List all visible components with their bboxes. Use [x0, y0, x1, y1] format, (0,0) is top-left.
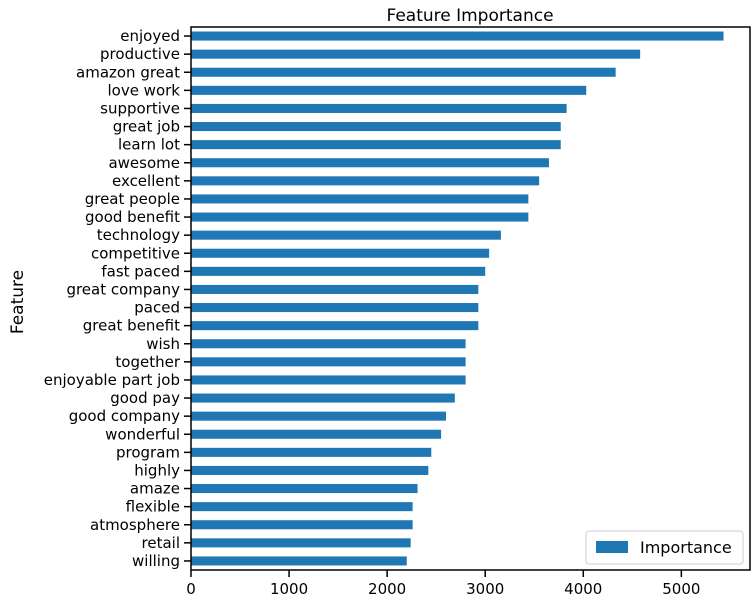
- legend-box: [585, 530, 744, 565]
- y-tick-label: program: [116, 443, 180, 461]
- legend-swatch: [596, 541, 628, 553]
- bar-flexible: [191, 502, 413, 512]
- bar-amazon-great: [191, 67, 616, 77]
- y-tick-label: great company: [66, 280, 180, 298]
- bar-great-people: [191, 194, 529, 204]
- bar-enjoyable-part-job: [191, 375, 466, 385]
- y-tick-label: enjoyable part job: [44, 371, 180, 389]
- x-axis: 0 1000 2000 3000 4000 5000: [186, 570, 700, 598]
- y-tick-label: highly: [134, 461, 180, 479]
- bar-atmosphere: [191, 520, 413, 530]
- y-tick-label: flexible: [126, 498, 180, 516]
- bar-learn-lot: [191, 140, 561, 150]
- y-tick-label: retail: [142, 534, 180, 552]
- y-tick-label: good pay: [110, 389, 180, 407]
- bar-enjoyed: [191, 31, 724, 41]
- bar-wonderful: [191, 429, 442, 439]
- x-tick-label: 3000: [466, 580, 504, 598]
- chart-title: Feature Importance: [386, 6, 553, 26]
- y-axis-label: Feature: [8, 270, 28, 334]
- legend-label: Importance: [640, 538, 732, 557]
- bar-awesome: [191, 158, 549, 168]
- y-tick-label: paced: [134, 299, 180, 317]
- y-tick-label: great job: [113, 118, 180, 136]
- bar-great-company: [191, 284, 479, 294]
- y-tick-label: enjoyed: [120, 27, 180, 45]
- bar-amaze: [191, 484, 418, 494]
- y-tick-label: good benefit: [85, 208, 180, 226]
- bar-technology: [191, 230, 501, 240]
- y-tick-label: productive: [100, 45, 180, 63]
- bar-highly: [191, 465, 429, 475]
- y-tick-label: competitive: [91, 244, 180, 262]
- y-tick-label: great people: [85, 190, 180, 208]
- bar-good-pay: [191, 393, 455, 403]
- y-tick-label: wish: [146, 335, 180, 353]
- bar-program: [191, 447, 432, 457]
- bar-together: [191, 357, 466, 367]
- y-tick-label: amazon great: [76, 63, 180, 81]
- bar-paced: [191, 303, 479, 313]
- x-tick-label: 1000: [270, 580, 308, 598]
- y-tick-label: technology: [97, 226, 180, 244]
- bar-great-benefit: [191, 321, 479, 331]
- bars-group: [191, 31, 724, 566]
- bar-excellent: [191, 176, 540, 186]
- y-tick-label: atmosphere: [90, 516, 180, 534]
- bar-great-job: [191, 122, 561, 132]
- y-tick-label: fast paced: [101, 262, 180, 280]
- x-tick-label: 0: [186, 580, 196, 598]
- y-tick-label: amaze: [130, 480, 180, 498]
- x-tick-label: 4000: [564, 580, 602, 598]
- y-tick-label: awesome: [108, 154, 180, 172]
- bar-wish: [191, 339, 466, 349]
- bar-competitive: [191, 248, 490, 258]
- y-tick-label: great benefit: [83, 317, 180, 335]
- legend: Importance: [585, 530, 744, 565]
- bar-retail: [191, 538, 411, 548]
- x-tick-label: 5000: [662, 580, 700, 598]
- bar-willing: [191, 556, 407, 566]
- bar-good-benefit: [191, 212, 529, 222]
- y-tick-label: wonderful: [105, 425, 180, 443]
- plot-frame: [190, 26, 751, 571]
- x-tick-label: 2000: [368, 580, 406, 598]
- y-tick-label: together: [115, 353, 180, 371]
- y-tick-label: good company: [69, 407, 180, 425]
- bar-supportive: [191, 103, 567, 113]
- y-tick-label: excellent: [112, 172, 180, 190]
- y-tick-label: learn lot: [118, 136, 180, 154]
- bar-fast-paced: [191, 266, 486, 276]
- bar-productive: [191, 49, 641, 59]
- bar-love-work: [191, 85, 587, 95]
- bar-good-company: [191, 411, 446, 421]
- y-tick-label: supportive: [100, 99, 180, 117]
- y-tick-label: willing: [132, 552, 180, 570]
- y-tick-label: love work: [107, 81, 180, 99]
